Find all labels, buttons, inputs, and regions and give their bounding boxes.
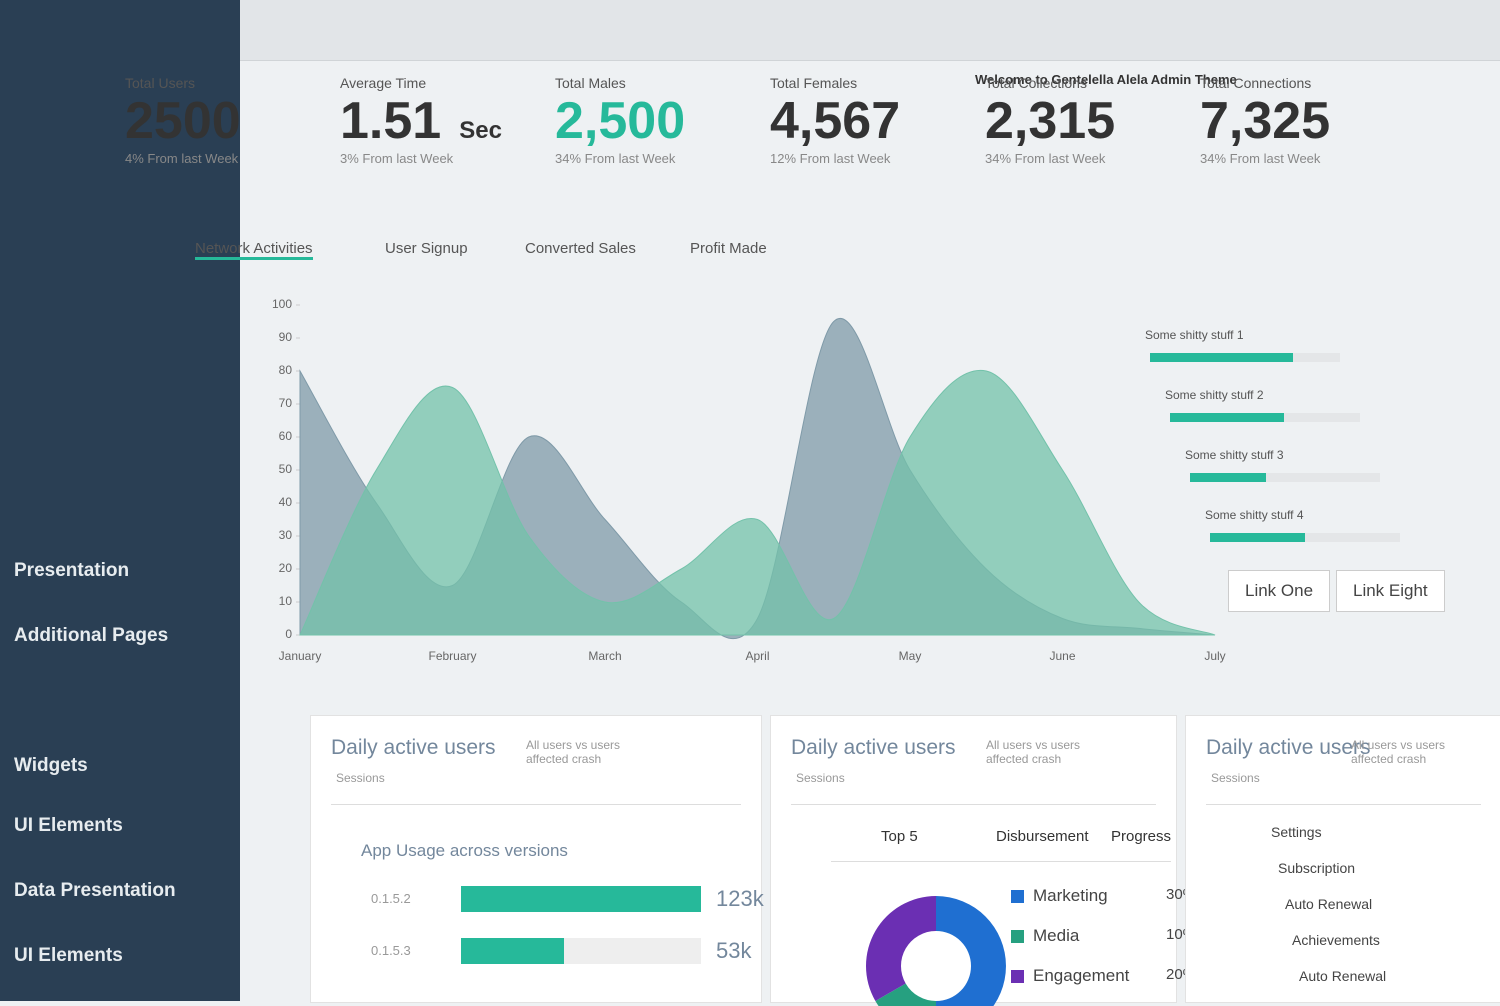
column-head: Progress [1111, 828, 1171, 845]
menu-item[interactable]: Settings [1271, 824, 1322, 840]
donut-segment [936, 896, 1006, 1006]
progress-bar [1210, 533, 1305, 542]
panel-sub2: Sessions [1211, 771, 1260, 785]
column-head: Disbursement [996, 828, 1089, 845]
progress-label: Some shitty stuff 2 [1165, 388, 1264, 402]
row-version: 0.1.5.2 [371, 891, 411, 906]
panel-rule [831, 861, 1171, 862]
progress-bar [1170, 413, 1284, 422]
panel: Daily active users All users vs users aff… [770, 715, 1177, 1003]
menu-item[interactable]: Auto Renewal [1285, 896, 1372, 912]
row-label: 53k [716, 938, 751, 964]
panel-subtitle: All users vs users affected crash [1351, 738, 1481, 766]
panel-subtitle: All users vs users affected crash [526, 738, 656, 766]
tab[interactable]: Network Activities [195, 240, 313, 260]
y-tick-label: 30 [279, 528, 293, 542]
y-tick-label: 70 [279, 396, 293, 410]
menu-item[interactable]: Achievements [1292, 932, 1380, 948]
progress-bar [1190, 473, 1266, 482]
panel-sub2: Sessions [336, 771, 385, 785]
panel-rule [1206, 804, 1481, 805]
legend-swatch [1011, 890, 1024, 903]
y-tick-label: 20 [279, 561, 293, 575]
panel-title: Daily active users [331, 736, 496, 760]
legend-swatch [1011, 970, 1024, 983]
progress-label: Some shitty stuff 4 [1205, 508, 1304, 522]
x-tick-label: January [279, 649, 322, 663]
panel-heading: App Usage across versions [361, 841, 568, 861]
link-button[interactable]: Link One [1228, 570, 1330, 612]
x-tick-label: June [1049, 649, 1075, 663]
panel-subtitle: All users vs users affected crash [986, 738, 1116, 766]
y-tick-label: 50 [279, 462, 293, 476]
panel: Daily active users All users vs users aff… [310, 715, 762, 1003]
x-tick-label: February [428, 649, 476, 663]
row-label: 123k [716, 886, 764, 912]
bar [461, 938, 564, 964]
y-tick-label: 40 [279, 495, 293, 509]
legend-name: Marketing [1033, 886, 1108, 906]
tab[interactable]: User Signup [385, 240, 468, 257]
y-tick-label: 80 [279, 363, 293, 377]
x-tick-label: March [588, 649, 621, 663]
panel-title: Daily active users [791, 736, 956, 760]
progress-bar [1150, 353, 1293, 362]
panel-rule [331, 804, 741, 805]
legend-name: Engagement [1033, 966, 1129, 986]
donut-segment [866, 896, 936, 1001]
panel-title: Daily active users [1206, 736, 1371, 760]
y-tick-label: 0 [285, 627, 292, 641]
panel-rule [791, 804, 1156, 805]
tab[interactable]: Converted Sales [525, 240, 636, 257]
progress-label: Some shitty stuff 1 [1145, 328, 1244, 342]
column-head: Top 5 [881, 828, 918, 845]
link-button[interactable]: Link Eight [1336, 570, 1445, 612]
y-tick-label: 10 [279, 594, 293, 608]
progress-label: Some shitty stuff 3 [1185, 448, 1284, 462]
x-tick-label: July [1204, 649, 1225, 663]
panel-sub2: Sessions [796, 771, 845, 785]
legend-swatch [1011, 930, 1024, 943]
x-tick-label: May [899, 649, 922, 663]
y-tick-label: 90 [279, 330, 293, 344]
menu-item[interactable]: Subscription [1278, 860, 1355, 876]
y-tick-label: 60 [279, 429, 293, 443]
donut [856, 886, 1016, 1006]
row-version: 0.1.5.3 [371, 943, 411, 958]
legend-name: Media [1033, 926, 1079, 946]
menu-item[interactable]: Auto Renewal [1299, 968, 1386, 984]
y-tick-label: 100 [272, 297, 292, 311]
x-tick-label: April [745, 649, 769, 663]
bar [461, 886, 701, 912]
tab[interactable]: Profit Made [690, 240, 767, 257]
area [300, 370, 1215, 635]
